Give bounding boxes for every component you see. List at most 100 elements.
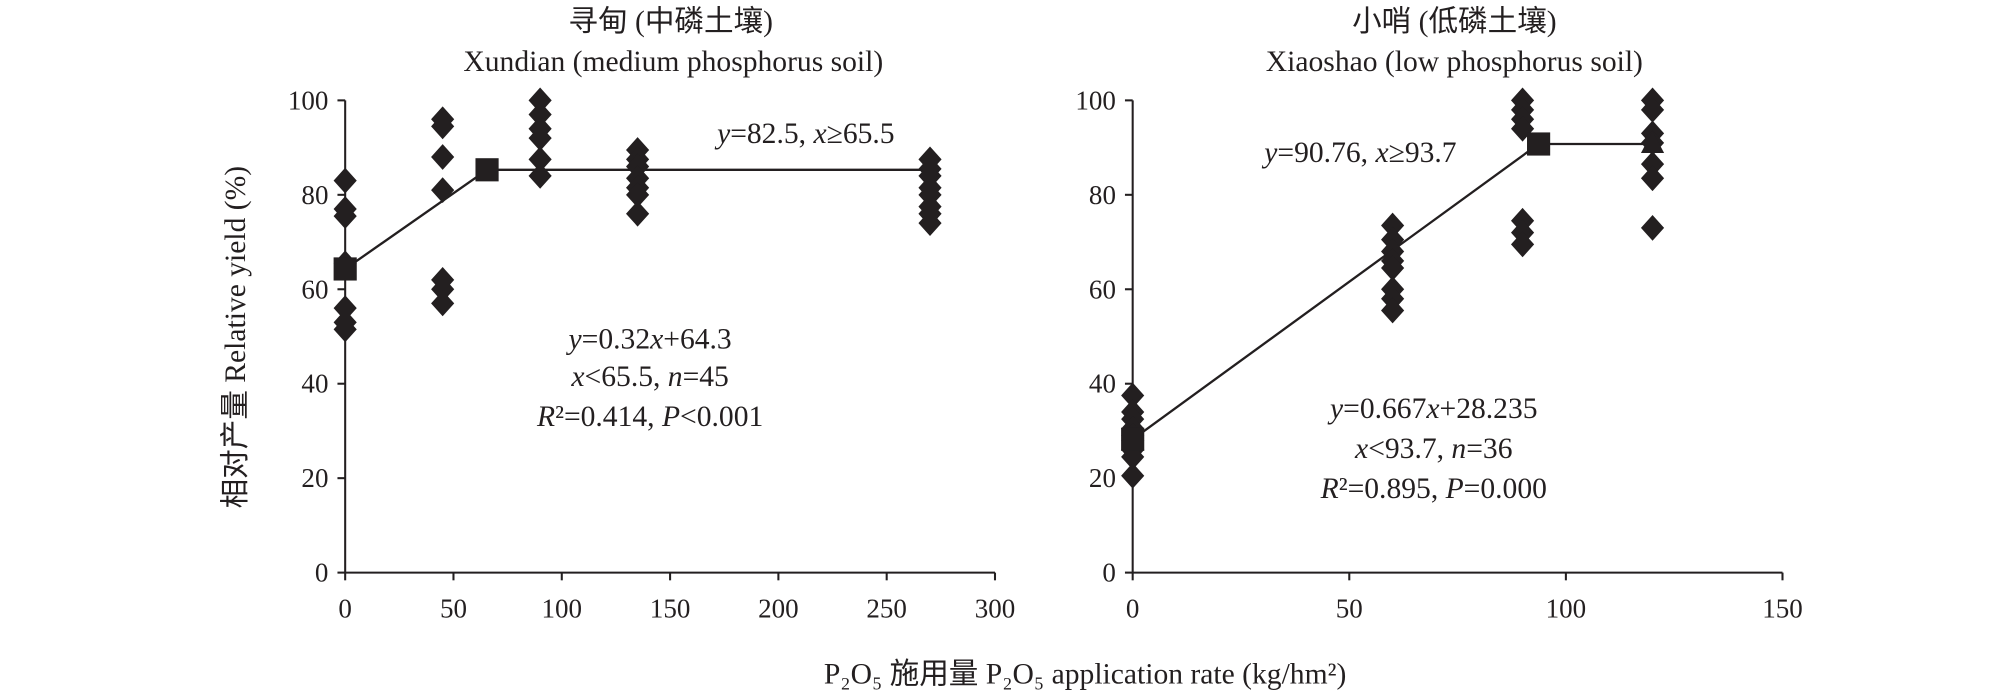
equation-fragment: x — [1354, 433, 1368, 465]
linear-r2-p: R²=0.414, P<0.001 — [536, 401, 763, 433]
data-point — [1381, 212, 1405, 239]
plateau-equation: y=90.76, x≥93.7 — [1261, 137, 1456, 169]
data-point — [431, 177, 455, 203]
data-point — [1510, 115, 1535, 142]
x-tick-label: 250 — [866, 594, 907, 624]
y-ticks: 0 20 40 60 80 100 — [288, 85, 346, 588]
equation-fragment: n — [1451, 433, 1466, 465]
data-point — [1640, 215, 1665, 241]
equation-fragment: x — [649, 324, 663, 356]
equation-fragment: =0.32 — [582, 324, 650, 356]
y-tick-label: 0 — [1102, 558, 1116, 588]
y-tick-label: 80 — [1089, 180, 1116, 210]
x-tick-label: 200 — [758, 594, 799, 624]
equation-fragment: +28.235 — [1440, 393, 1538, 425]
data-point — [626, 181, 650, 208]
equation-fragment: ²=0.895, — [1339, 473, 1446, 505]
linear-equation: y=0.667x+28.235 — [1327, 393, 1538, 425]
y-tick-label: 100 — [1075, 85, 1116, 115]
data-point — [431, 290, 455, 317]
breakpoint-marker — [1121, 427, 1145, 451]
equation-fragment: P — [1445, 473, 1464, 505]
data-point — [1640, 165, 1665, 192]
y-tick-label: 0 — [315, 558, 329, 588]
y-tick-label: 20 — [301, 463, 328, 493]
x-tick-label: 100 — [542, 594, 583, 624]
y-tick-label: 40 — [1089, 369, 1116, 399]
equation-fragment: <93.7, — [1368, 433, 1451, 465]
data-point — [528, 101, 552, 128]
x-tick-label: 150 — [1762, 594, 1803, 624]
data-point — [333, 295, 357, 322]
plot-marks — [1121, 87, 1665, 489]
data-point — [626, 200, 650, 227]
y-tick-label: 60 — [1089, 274, 1116, 304]
panel-title: 小哨 (低磷土壤) — [1352, 5, 1557, 38]
panel-subtitle: Xiaoshao (low phosphorus soil) — [1266, 46, 1643, 78]
equation-fragment: n — [668, 361, 683, 393]
equation-fragment: <65.5, — [585, 361, 668, 393]
y-tick-label: 40 — [301, 369, 328, 399]
equation-fragment: ²=0.414, — [555, 401, 662, 433]
x-tick-label: 300 — [975, 594, 1016, 624]
equation-fragment: R — [1320, 473, 1339, 505]
breakpoint-marker — [475, 158, 499, 182]
equation-fragment: R — [536, 401, 555, 433]
equation-fragment: =36 — [1466, 433, 1512, 465]
equation-fragment: x — [812, 118, 826, 150]
data-point — [1510, 231, 1535, 258]
equation-fragment: <0.001 — [680, 401, 763, 433]
y-ticks: 0 20 40 60 80 100 — [1075, 85, 1133, 588]
x-tick-label: 50 — [1336, 594, 1363, 624]
linear-range-n: x<93.7, n=36 — [1354, 433, 1512, 465]
panel-subtitle: Xundian (medium phosphorus soil) — [463, 46, 883, 78]
equation-fragment: =0.000 — [1464, 473, 1547, 505]
x-ticks: 0 50 100 150 200 250 300 — [338, 572, 1016, 624]
equation-fragment: y — [1261, 137, 1278, 169]
data-point — [333, 203, 357, 229]
panel-xiaoshao: 小哨 (低磷土壤) Xiaoshao (low phosphorus soil)… — [1075, 5, 1802, 624]
linear-equation: y=0.32x+64.3 — [566, 324, 732, 356]
equation-fragment: x — [1374, 137, 1388, 169]
data-point — [528, 146, 552, 173]
plot-marks — [333, 87, 942, 343]
equation-fragment: y — [566, 324, 583, 356]
x-tick-label: 0 — [1126, 594, 1140, 624]
equation-fragment: x — [570, 361, 584, 393]
data-point — [333, 167, 357, 194]
data-point — [431, 113, 455, 140]
endpoint-marker — [1640, 131, 1665, 154]
linear-r2-p: R²=0.895, P=0.000 — [1320, 473, 1547, 505]
equation-fragment: P — [661, 401, 680, 433]
breakpoint-marker — [1527, 132, 1551, 156]
equation-fragment: +64.3 — [663, 324, 731, 356]
data-point — [431, 144, 455, 170]
data-point — [528, 125, 552, 152]
y-tick-label: 20 — [1089, 463, 1116, 493]
data-point — [1640, 96, 1665, 123]
data-point — [528, 87, 552, 114]
x-tick-label: 0 — [338, 594, 352, 624]
breakpoint-marker — [333, 257, 357, 281]
equation-fragment: x — [1425, 393, 1439, 425]
linear-range-n: x<65.5, n=45 — [570, 361, 728, 393]
x-tick-label: 150 — [650, 594, 691, 624]
data-point — [1640, 151, 1665, 177]
equation-fragment: ≥93.7 — [1389, 137, 1457, 169]
equation-fragment: =90.76, — [1277, 137, 1375, 169]
data-point — [528, 163, 552, 189]
x-ticks: 0 50 100 150 — [1126, 572, 1803, 624]
panel-title: 寻甸 (中磷土壤) — [568, 5, 773, 38]
plateau-equation: y=82.5, x≥65.5 — [714, 118, 895, 150]
y-tick-label: 60 — [301, 274, 328, 304]
equation-fragment: =0.667 — [1343, 393, 1426, 425]
x-tick-label: 50 — [440, 594, 467, 624]
y-tick-label: 100 — [288, 85, 329, 115]
equation-fragment: y — [1327, 393, 1344, 425]
y-axis-title: 相对产量 Relative yield (%) — [219, 166, 252, 509]
data-point — [1121, 462, 1145, 489]
x-axis-title: P₂O₅ 施用量 P₂O₅ application rate (kg/hm²) — [824, 657, 1346, 690]
equation-fragment: =82.5, — [730, 118, 813, 150]
equation-fragment: y — [714, 118, 731, 150]
